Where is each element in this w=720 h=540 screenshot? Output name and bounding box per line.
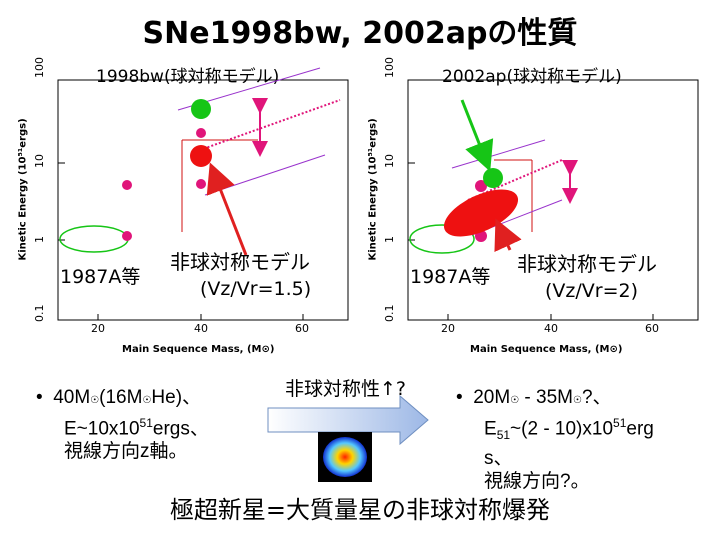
right-plot-frame bbox=[407, 79, 699, 321]
bullet-right-mass2: - 35M bbox=[519, 387, 574, 408]
bullet-right-e: E bbox=[484, 418, 497, 440]
bullet-right-mass: 20M bbox=[473, 387, 511, 408]
right-ytick: 10 bbox=[383, 154, 396, 168]
left-point-a bbox=[122, 180, 132, 190]
right-ytick: 0.1 bbox=[383, 304, 396, 323]
bullet-right: • 20M☉ - 35M☉?、 E51~(2 - 10)x1051erg s、 … bbox=[456, 386, 718, 493]
big-right-arrow bbox=[267, 394, 429, 446]
bullet-right-s: s、 bbox=[484, 448, 513, 470]
right-purple-line-top bbox=[451, 139, 546, 169]
sun-icon: ☉ bbox=[142, 395, 152, 406]
axis-ticks bbox=[58, 79, 654, 321]
right-green-circle bbox=[483, 168, 503, 188]
bullet-left-mass: 40M bbox=[53, 387, 91, 408]
bullet-right-range: ~(2 - 10)x10 bbox=[510, 418, 614, 440]
left-red-arrow bbox=[206, 162, 248, 256]
right-asym-param: (Vz/Vr=2) bbox=[545, 280, 639, 302]
right-xtick: 40 bbox=[544, 322, 558, 335]
left-ytick: 100 bbox=[33, 57, 46, 78]
bullet-left-los: 視線方向z軸。 bbox=[64, 441, 188, 463]
right-red-arrow bbox=[494, 218, 522, 253]
left-ytick: 10 bbox=[33, 154, 46, 168]
right-yaxis-label: Kinetic Energy (10⁵¹ergs) bbox=[367, 118, 379, 261]
bullet-left-energy: E~10x10 bbox=[64, 418, 140, 440]
bullet-dot: • bbox=[456, 387, 474, 408]
left-green-circle bbox=[191, 99, 211, 119]
left-panel-header: 1998bw(球対称モデル) bbox=[96, 67, 280, 87]
bullet-left-he: He)、 bbox=[151, 387, 202, 408]
right-xaxis-label: Main Sequence Mass, (M⊙) bbox=[470, 344, 623, 355]
bullet-right-sub: 51 bbox=[496, 428, 511, 443]
left-point-d bbox=[196, 179, 206, 189]
right-xtick: 60 bbox=[645, 322, 659, 335]
left-purple-line-bottom bbox=[204, 154, 326, 196]
simulation-blob bbox=[323, 437, 367, 477]
right-1987a-ellipse bbox=[409, 224, 475, 254]
slide-title: SNe1998bw, 2002apの性質 bbox=[142, 16, 578, 51]
bullet-dot: • bbox=[36, 387, 54, 408]
left-xtick: 20 bbox=[91, 322, 105, 335]
left-xaxis-label: Main Sequence Mass, (M⊙) bbox=[122, 344, 275, 355]
right-xtick: 20 bbox=[441, 322, 455, 335]
left-point-c bbox=[196, 128, 206, 138]
right-ytick: 100 bbox=[383, 57, 396, 78]
bullet-right-unit: erg bbox=[626, 418, 654, 440]
right-ytick: 1 bbox=[383, 236, 396, 243]
bullet-right-los: 視線方向?。 bbox=[484, 471, 590, 493]
left-yaxis-label: Kinetic Energy (10⁵¹ergs) bbox=[17, 118, 29, 261]
right-panel-header: 2002ap(球対称モデル) bbox=[442, 67, 622, 87]
left-1987a-ellipse bbox=[59, 225, 129, 253]
conclusion-text: 極超新星=大質量星の非球対称爆発 bbox=[169, 496, 551, 524]
left-ytick: 0.1 bbox=[33, 304, 46, 323]
arrow-label: 非球対称性↑? bbox=[285, 378, 407, 400]
sun-icon: ☉ bbox=[510, 395, 520, 406]
left-ytick: 1 bbox=[33, 236, 46, 243]
left-asym-param: (Vz/Vr=1.5) bbox=[200, 278, 312, 300]
left-magenta-dotted bbox=[199, 99, 341, 151]
left-1987a-label: 1987A等 bbox=[60, 266, 141, 288]
right-green-arrow bbox=[460, 99, 494, 172]
left-asym-label: 非球対称モデル bbox=[170, 250, 310, 274]
right-asym-label: 非球対称モデル bbox=[517, 252, 657, 276]
sun-icon: ☉ bbox=[573, 395, 582, 406]
left-xtick: 60 bbox=[295, 322, 309, 335]
left-point-b bbox=[122, 231, 132, 241]
right-red-region bbox=[443, 189, 519, 237]
right-1987a-label: 1987A等 bbox=[410, 266, 491, 288]
bullet-right-q: ?、 bbox=[581, 387, 612, 408]
left-plot-frame bbox=[57, 79, 349, 321]
bullet-right-exp: 51 bbox=[613, 416, 627, 430]
left-xtick: 40 bbox=[194, 322, 208, 335]
right-point-a bbox=[475, 180, 487, 192]
sun-icon: ☉ bbox=[90, 395, 100, 406]
bullet-left: • 40M☉(16M☉He)、 E~10x1051ergs、 視線方向z軸。 bbox=[36, 386, 336, 463]
bullet-left-core: (16M bbox=[99, 387, 143, 408]
left-red-circle bbox=[190, 145, 212, 167]
bullet-left-unit: ergs、 bbox=[152, 418, 209, 440]
bullet-left-exp: 51 bbox=[139, 416, 153, 430]
